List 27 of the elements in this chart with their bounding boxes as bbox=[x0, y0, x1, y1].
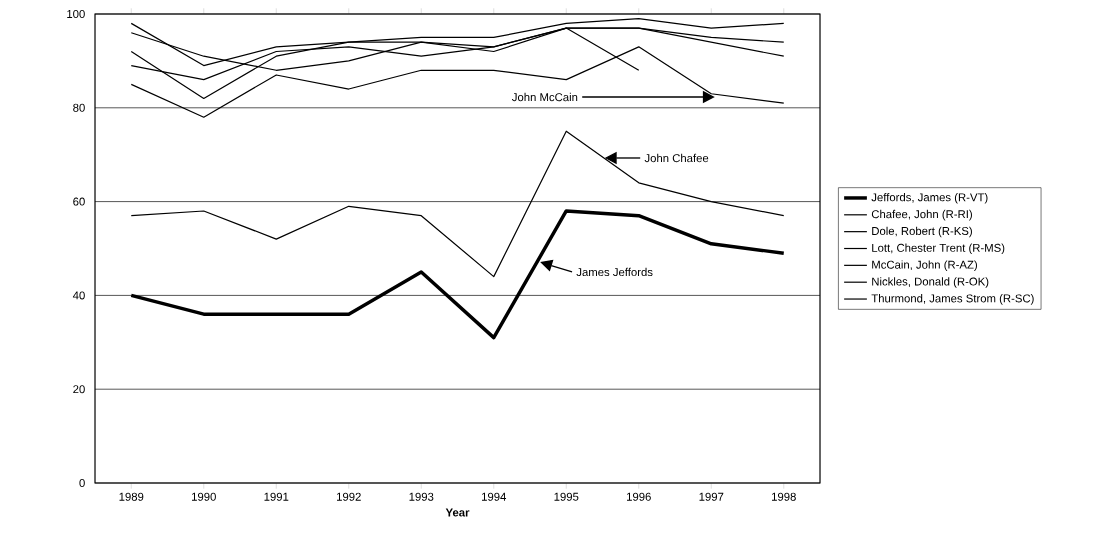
x-tick-label: 1993 bbox=[409, 492, 434, 501]
annotation: John Chafee bbox=[644, 153, 709, 163]
legend-label: Chafee, John (R-RI) bbox=[871, 209, 972, 221]
x-tick-label: 1990 bbox=[192, 492, 216, 501]
legend-label: Jeffords, James (R-VT) bbox=[871, 193, 988, 204]
legend-label: Dole, Robert (R-KS) bbox=[872, 226, 972, 238]
x-tick-label: 1991 bbox=[264, 492, 289, 501]
x-tick-label: 1996 bbox=[627, 492, 651, 501]
legend-label: Thurmond, James Strom (R-SC) bbox=[871, 294, 1034, 305]
x-tick-label: 1998 bbox=[772, 492, 796, 501]
annotation: John McCain bbox=[511, 92, 578, 102]
x-tick-label: 1995 bbox=[554, 492, 579, 501]
x-axis-title: Year bbox=[445, 508, 470, 517]
y-tick-label: 60 bbox=[73, 197, 85, 206]
y-tick-label: 80 bbox=[73, 103, 85, 112]
x-tick-label: 1997 bbox=[699, 492, 724, 501]
x-tick-label: 1994 bbox=[482, 492, 507, 501]
x-tick-label: 1989 bbox=[119, 492, 144, 501]
x-tick-label: 1992 bbox=[337, 492, 361, 501]
legend-label: Nickles, Donald (R-OK) bbox=[872, 277, 989, 288]
legend-label: McCain, John (R-AZ) bbox=[872, 260, 977, 271]
y-tick-label: 0 bbox=[79, 479, 85, 488]
legend-label: Lott, Chester Trent (R-MS) bbox=[872, 243, 1005, 255]
annotation: James Jeffords bbox=[576, 267, 653, 277]
y-tick-label: 20 bbox=[73, 385, 85, 394]
y-tick-label: 100 bbox=[67, 10, 85, 19]
y-tick-label: 40 bbox=[72, 291, 85, 300]
